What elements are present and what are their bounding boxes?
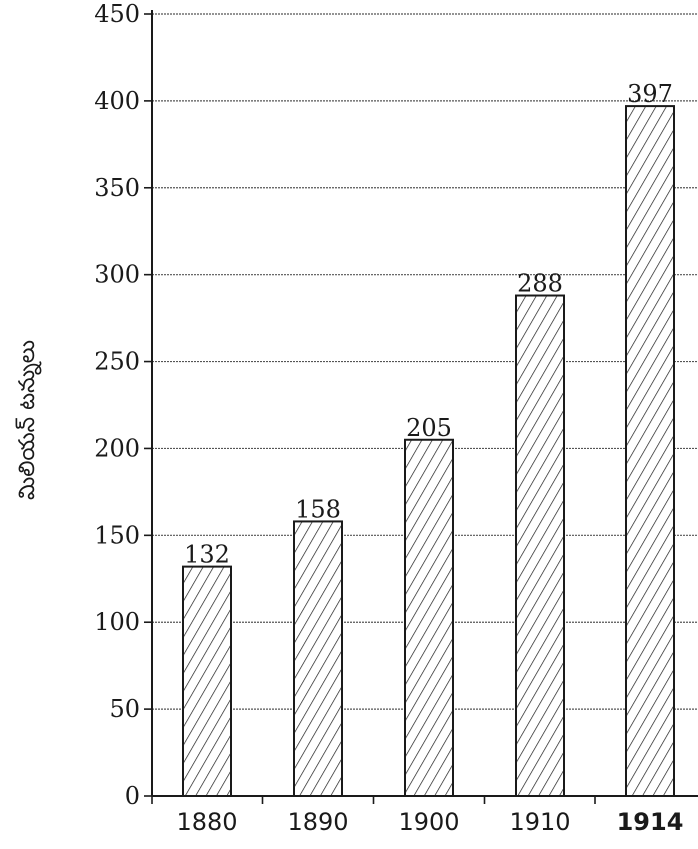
data-label: 158 [295, 495, 341, 523]
y-tick-label: 400 [94, 87, 140, 115]
y-tick-label: 100 [94, 608, 140, 636]
y-tick-label: 300 [94, 261, 140, 289]
y-tick-label: 150 [94, 521, 140, 549]
y-tick-label: 50 [109, 695, 140, 723]
bar-1910 [516, 296, 564, 796]
bar-1900 [405, 440, 453, 796]
y-tick-label: 0 [125, 782, 140, 810]
y-tick-label: 450 [94, 0, 140, 28]
bar-1890 [294, 521, 342, 796]
x-tick-label: 1900 [398, 808, 459, 836]
bar-1880 [183, 567, 231, 796]
data-label: 397 [627, 80, 673, 108]
data-label: 288 [517, 270, 563, 298]
y-tick-label: 200 [94, 434, 140, 462]
data-label: 205 [406, 414, 452, 442]
y-tick-label: 250 [94, 348, 140, 376]
x-tick-label: 1910 [509, 808, 570, 836]
x-tick-label: 1880 [176, 808, 237, 836]
y-axis-label: మిలియన్ టన్నులు [15, 340, 45, 500]
bar-1914 [626, 106, 674, 796]
bars [183, 106, 674, 796]
y-tick-label: 350 [94, 174, 140, 202]
x-tick-label: 1890 [287, 808, 348, 836]
data-label: 132 [184, 541, 230, 569]
x-tick-label: 1914 [617, 808, 684, 836]
